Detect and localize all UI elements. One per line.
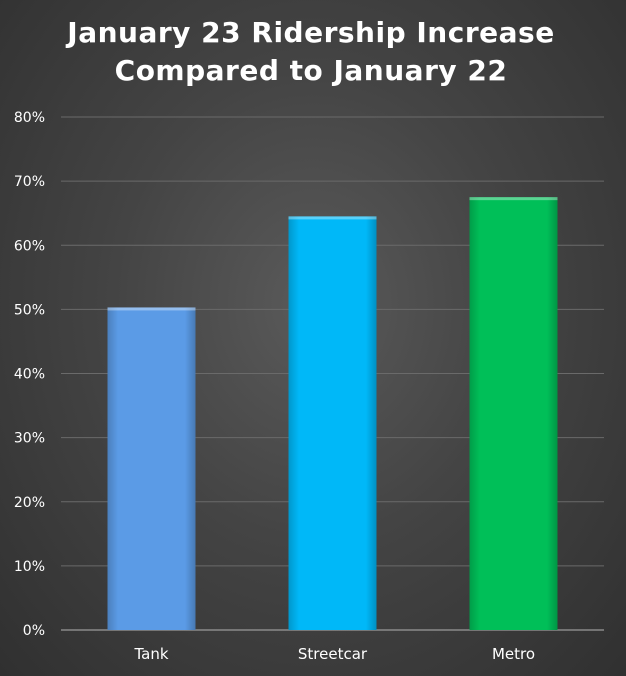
bar-top-highlight xyxy=(107,307,196,311)
chart-title-line-1: January 23 Ridership Increase xyxy=(67,16,555,49)
bar-top-highlight xyxy=(469,197,558,201)
chart-title: January 23 Ridership Increase Compared t… xyxy=(0,14,622,90)
bar-shading xyxy=(288,216,377,631)
y-tick-label: 80% xyxy=(14,110,45,126)
y-tick-label: 30% xyxy=(14,431,45,447)
x-axis-category-labels: Tank Streetcar Metro xyxy=(133,645,535,663)
x-tick-label: Tank xyxy=(133,645,168,663)
chart-title-line-2: Compared to January 22 xyxy=(114,54,508,87)
y-tick-label: 0% xyxy=(23,623,45,639)
bars xyxy=(107,197,558,631)
y-tick-label: 10% xyxy=(14,559,45,575)
y-tick-label: 20% xyxy=(14,495,45,511)
bar-shading xyxy=(469,197,558,630)
bar-top-highlight xyxy=(288,216,377,220)
x-tick-label: Streetcar xyxy=(298,645,368,663)
bar-shading xyxy=(107,307,196,630)
y-tick-label: 50% xyxy=(14,302,45,318)
y-axis-tick-labels: 0% 10% 20% 30% 40% 50% 60% 70% 80% xyxy=(14,110,45,639)
y-tick-label: 60% xyxy=(14,238,45,254)
y-tick-label: 70% xyxy=(14,174,45,190)
y-tick-label: 40% xyxy=(14,367,45,383)
x-tick-label: Metro xyxy=(492,645,535,663)
